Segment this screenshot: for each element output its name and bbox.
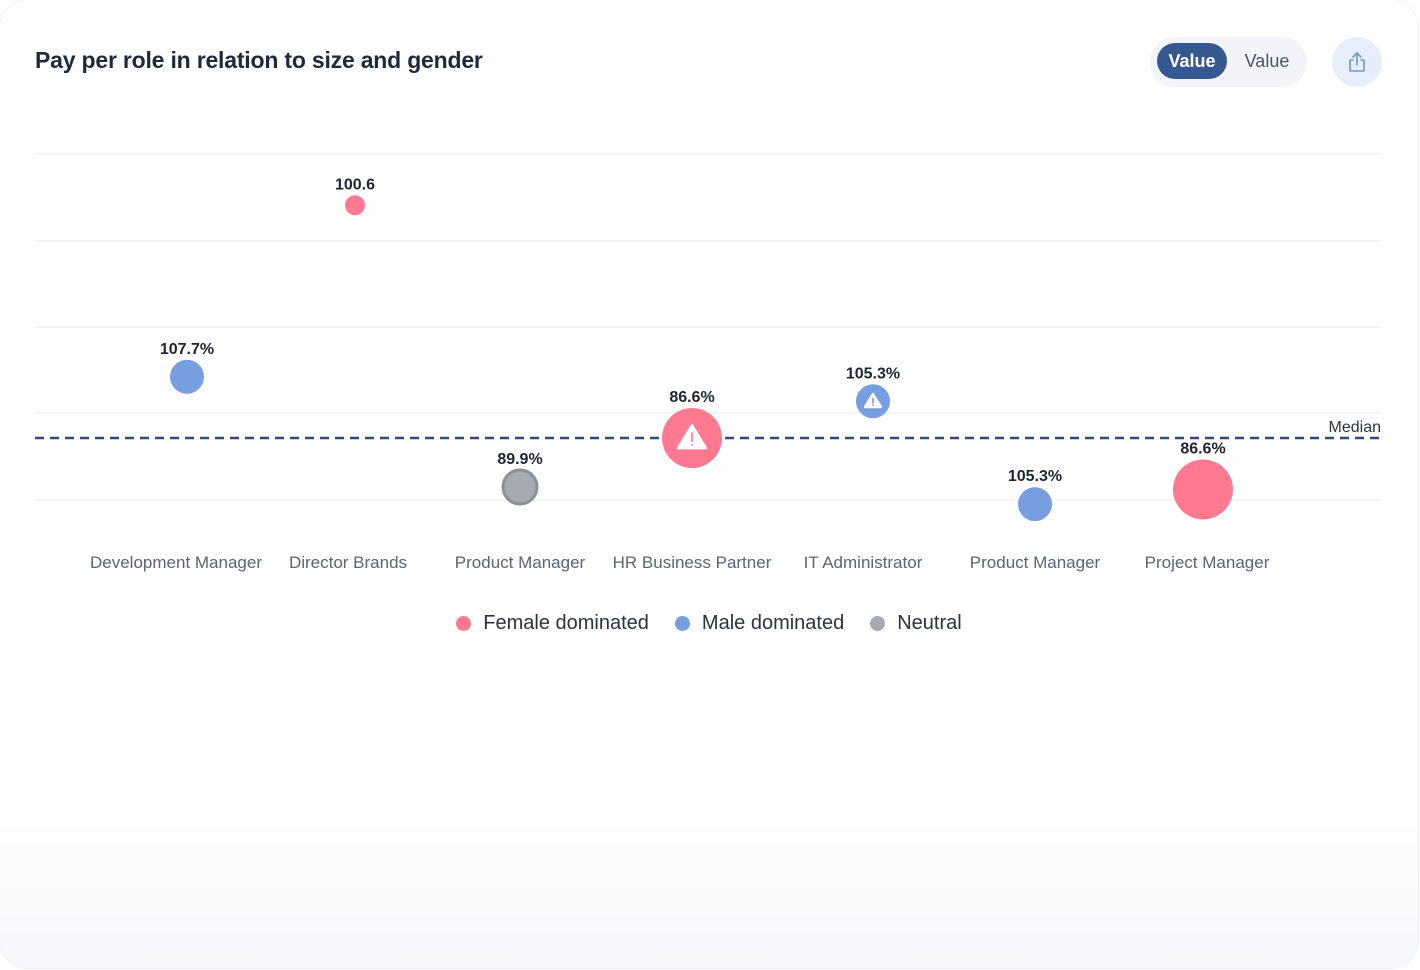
share-icon <box>1349 52 1365 72</box>
data-point-marker[interactable] <box>170 359 204 394</box>
warning-icon <box>676 424 708 450</box>
toggle-option-active[interactable]: Value <box>1157 43 1227 79</box>
data-point-marker[interactable] <box>1018 487 1052 522</box>
data-label: 105.3% <box>1008 468 1062 485</box>
legend-label: Neutral <box>897 611 962 634</box>
legend-dot-icon <box>674 615 690 631</box>
x-tick-label: Project Manager <box>1145 553 1270 572</box>
page-title: Pay per role in relation to size and gen… <box>35 47 483 73</box>
data-label: 100.6 <box>335 176 375 193</box>
data-point-marker[interactable] <box>1173 459 1233 520</box>
data-label: 86.6% <box>669 389 714 406</box>
data-point[interactable]: 86.6% <box>662 389 722 468</box>
data-point[interactable]: 105.3% <box>1008 468 1062 522</box>
data-point[interactable]: 100.6 <box>335 176 375 216</box>
legend-dot-icon <box>870 615 886 631</box>
median-label: Median <box>1329 419 1381 436</box>
x-tick-label: IT Administrator <box>804 553 923 572</box>
legend-label: Female dominated <box>483 611 649 634</box>
toggle-option-inactive[interactable]: Value <box>1244 51 1290 71</box>
data-point[interactable]: 86.6% <box>1173 440 1233 520</box>
legend-dot-icon <box>456 615 472 631</box>
data-label: 89.9% <box>497 451 542 468</box>
data-point[interactable]: 89.9% <box>497 451 543 506</box>
data-label: 105.3% <box>846 365 900 382</box>
legend: Female dominated Male dominated Neutral <box>0 608 1418 638</box>
data-label: 107.7% <box>160 341 214 358</box>
data-point[interactable]: 105.3% <box>846 365 900 419</box>
x-tick-label: Product Manager <box>970 553 1101 572</box>
scatter-chart: Median 107.7% 100.6 89.9% 86.6% 105.3% 105.3%… <box>35 153 1381 572</box>
legend-item-male[interactable]: Male dominated <box>674 608 845 638</box>
share-button[interactable] <box>1332 37 1382 87</box>
legend-item-female[interactable]: Female dominated <box>456 608 649 638</box>
data-point-marker[interactable] <box>501 468 539 506</box>
value-toggle: Value Value <box>1150 37 1307 87</box>
x-tick-label: Development Manager <box>90 553 262 572</box>
x-tick-label: HR Business Partner <box>613 553 772 572</box>
warning-icon <box>863 392 883 409</box>
data-point[interactable]: 107.7% <box>160 341 214 394</box>
x-tick-label: Director Brands <box>289 553 407 572</box>
x-tick-label: Product Manager <box>455 553 586 572</box>
legend-item-neutral[interactable]: Neutral <box>870 608 962 638</box>
legend-label: Male dominated <box>701 611 845 634</box>
data-point-marker[interactable] <box>345 195 365 216</box>
data-label: 86.6% <box>1180 440 1225 457</box>
